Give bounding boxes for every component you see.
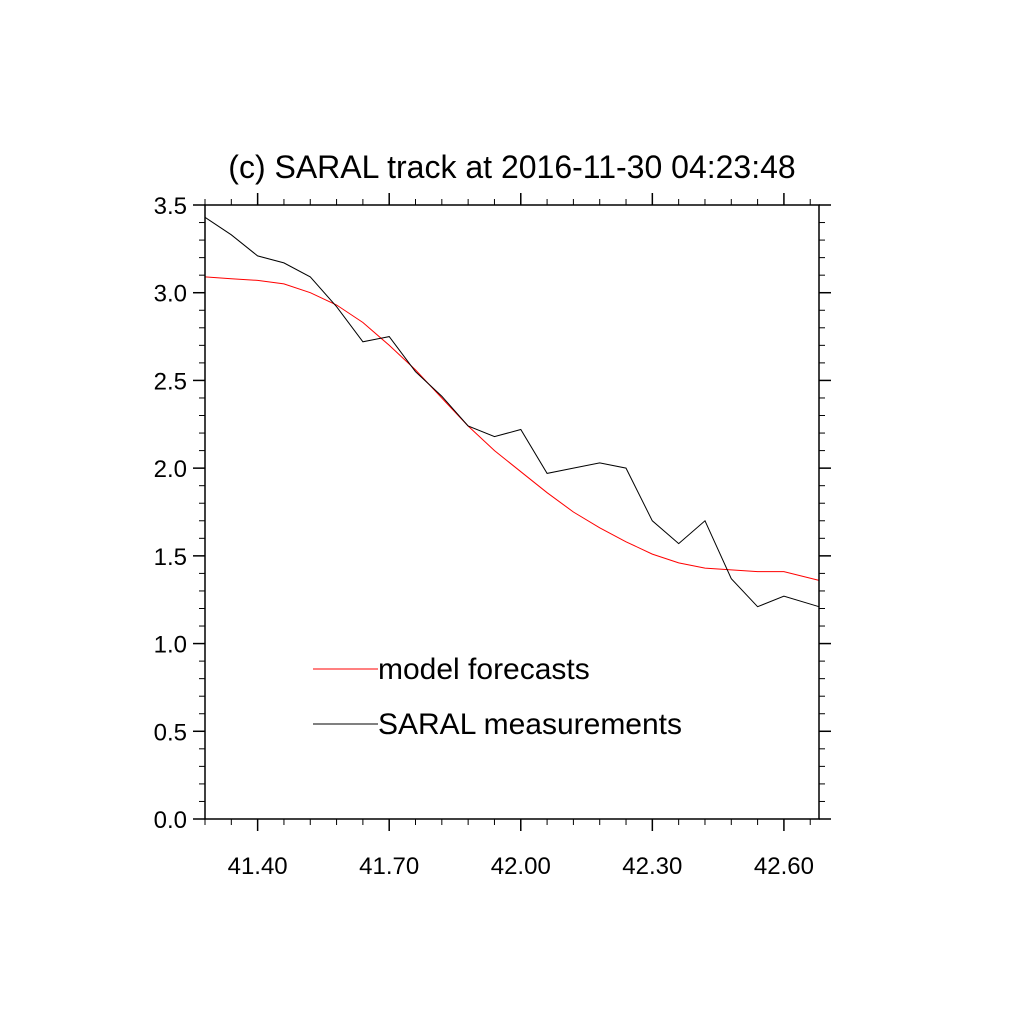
x-tick-label: 41.40 (228, 853, 288, 880)
legend-label: SARAL measurements (378, 708, 682, 741)
plot-frame (204, 204, 820, 820)
y-tick-label: 2.5 (154, 368, 187, 395)
x-tick-label: 41.70 (359, 853, 419, 880)
series-layer (204, 216, 820, 608)
y-tick-label: 3.5 (154, 193, 187, 220)
x-tick-label: 42.30 (622, 853, 682, 880)
y-tick-label: 0.0 (154, 807, 187, 834)
series-line-model-forecasts (204, 276, 820, 581)
y-tick-label: 0.5 (154, 719, 187, 746)
y-tick-label: 3.0 (154, 281, 187, 308)
legend-label: model forecasts (378, 653, 590, 686)
x-tick-label: 42.00 (491, 853, 551, 880)
series-line-saral-measurements (204, 216, 820, 608)
y-tick-label: 1.5 (154, 544, 187, 571)
chart-title: (c) SARAL track at 2016-11-30 04:23:48 (228, 149, 795, 185)
y-tick-label: 2.0 (154, 456, 187, 483)
x-tick-label: 42.60 (754, 853, 814, 880)
axes-layer: 0.0 0.5 1.0 1.5 2.0 2.5 3.0 3.5 41.40 41.70 42.00 4… (154, 193, 831, 880)
legend: model forecasts SARAL measurements (313, 653, 682, 741)
y-tick-label: 1.0 (154, 632, 187, 659)
